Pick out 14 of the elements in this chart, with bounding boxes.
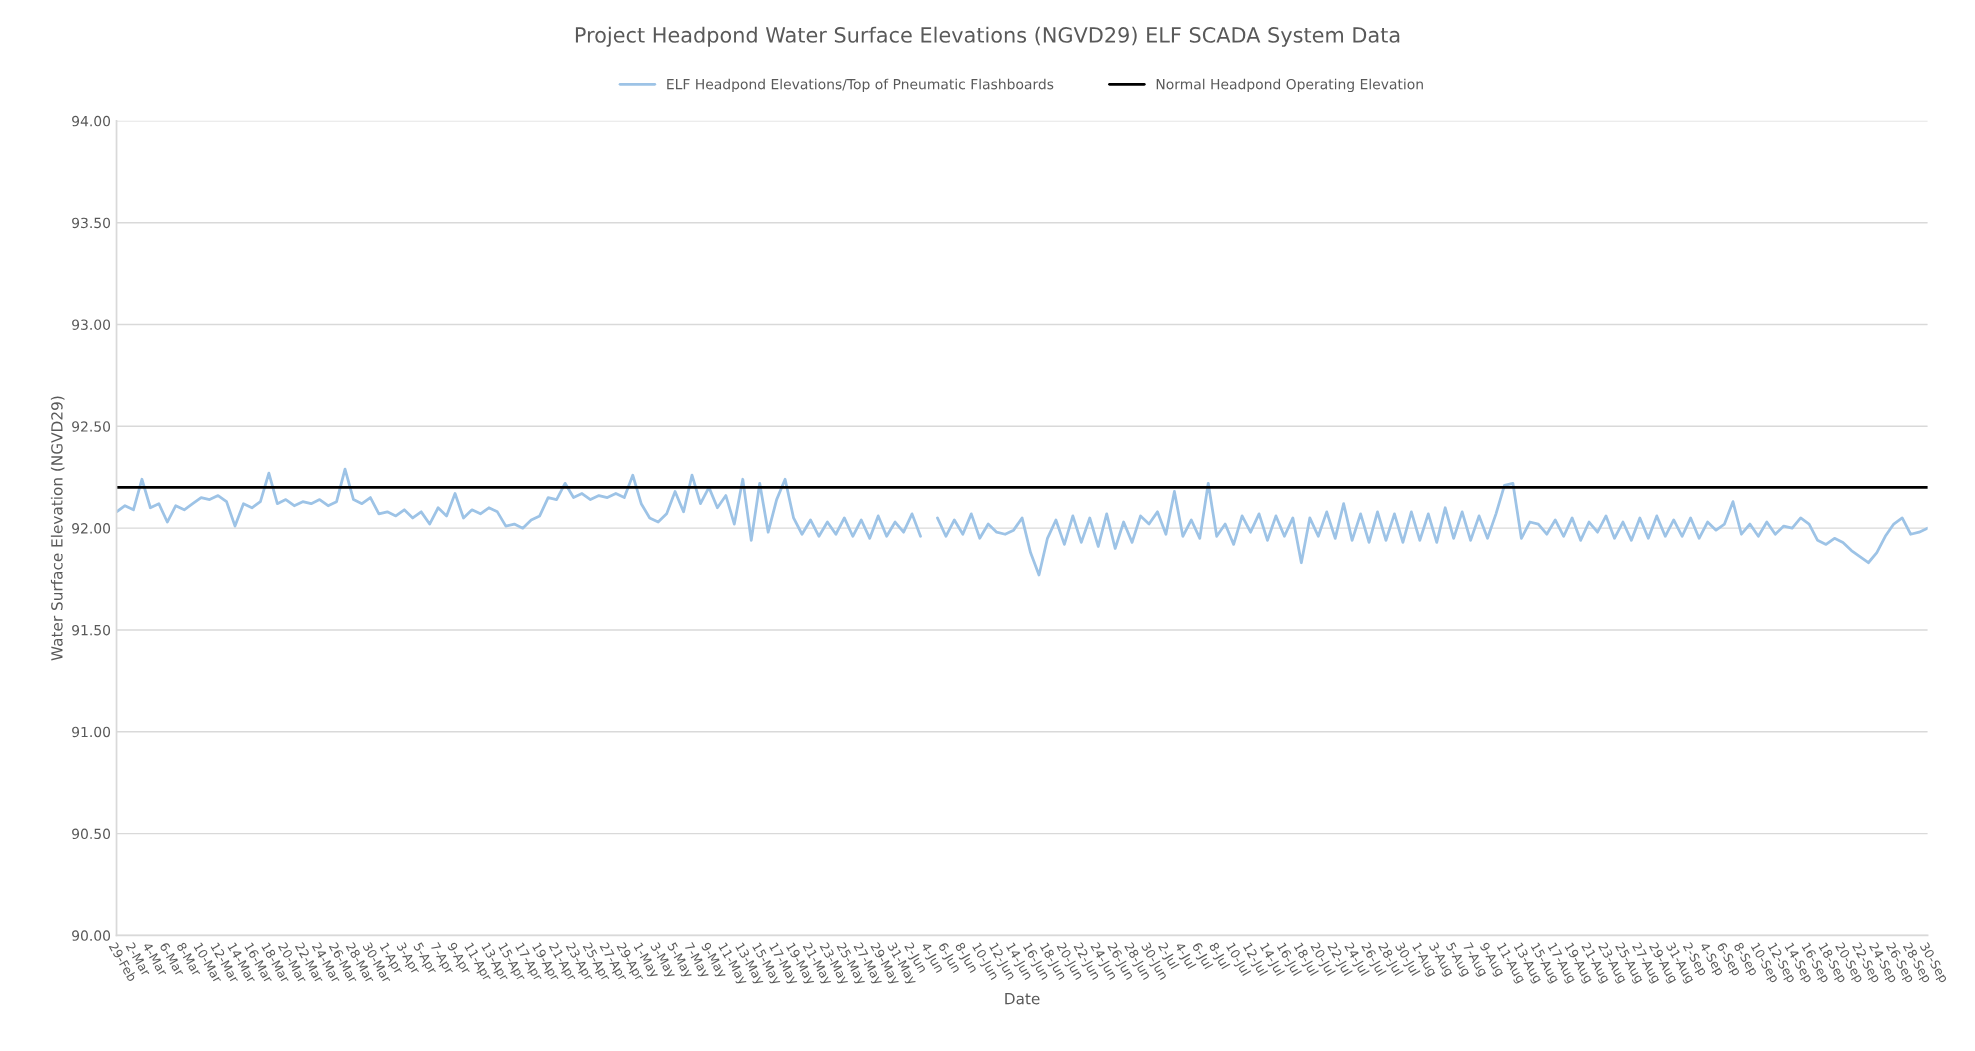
y-tick-label: 91.50 xyxy=(72,624,111,636)
y-tick-label: 91.00 xyxy=(72,726,111,738)
y-tick-label: 90.50 xyxy=(72,828,111,840)
y-tick-label: 92.50 xyxy=(72,421,111,432)
y-tick-label: 93.50 xyxy=(72,217,111,229)
chart-title: Project Headpond Water Surface Elevations (NGVD29) ELF SCADA System Data xyxy=(575,26,1400,47)
legend-label: ELF Headpond Elevations/Top of Pneumatic Flashboards xyxy=(667,78,1054,93)
y-tick-label: 92.00 xyxy=(72,523,111,534)
y-tick-label: 94.00 xyxy=(72,115,111,127)
y-axis-title: Water Surface Elevation (NGVD29) xyxy=(50,396,65,661)
legend-label: Normal Headpond Operating Elevation xyxy=(1156,78,1423,93)
x-axis-title: Date xyxy=(1005,993,1040,1005)
y-tick-label: 93.00 xyxy=(72,319,111,330)
y-tick-label: 90.00 xyxy=(72,930,111,941)
